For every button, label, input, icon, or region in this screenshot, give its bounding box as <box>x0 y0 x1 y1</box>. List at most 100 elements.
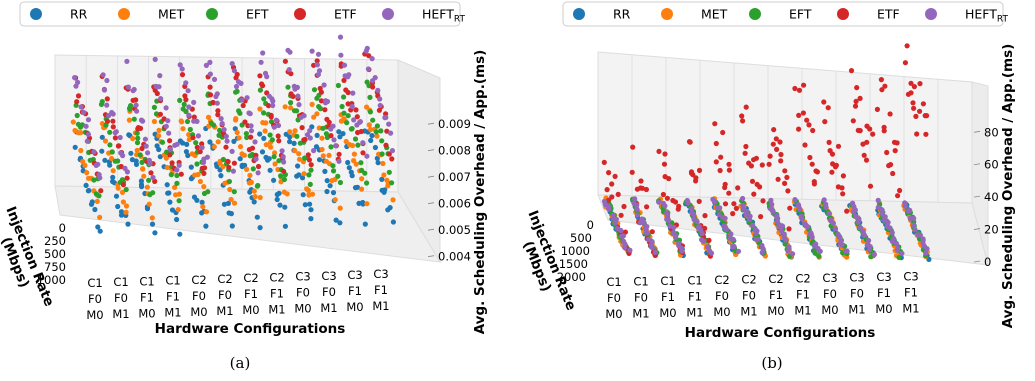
point-a-ETF-11-3 <box>370 84 376 90</box>
point-a-MET-1-7 <box>110 168 116 174</box>
point-b-HEFT_RT-9-6 <box>855 219 861 225</box>
point-a-MET-2-1 <box>126 117 132 123</box>
point-b-HEFT_RT-2-4 <box>665 212 671 218</box>
point-b-ETF-8-1 <box>821 99 827 105</box>
point-a-RR-10-5 <box>346 165 352 171</box>
point-b-ETF-8-3 <box>826 139 832 145</box>
point-b-ETF-8-15 <box>844 208 850 214</box>
point-a-RR-1-2 <box>102 157 108 163</box>
point-a-ETF-0-2 <box>75 93 82 99</box>
point-b-ETF-11-4 <box>908 80 914 86</box>
point-a-HEFT_RT-11-13 <box>389 148 395 154</box>
point-b-HEFT_RT-11-1 <box>902 203 908 209</box>
point-a-ETF-8-0 <box>282 58 288 64</box>
x-tick-label-a-3-0: C1 <box>165 274 180 288</box>
x-tick-label-a-11-0: C3 <box>373 267 388 281</box>
point-a-ETF-6-4 <box>240 102 246 109</box>
point-a-HEFT_RT-9-8 <box>324 98 331 105</box>
point-a-EFT-4-5 <box>187 126 193 133</box>
point-b-ETF-1-9 <box>644 204 650 210</box>
point-a-EFT-10-4 <box>344 120 350 126</box>
point-a-MET-0-6 <box>82 162 88 168</box>
point-a-MET-2-9 <box>141 173 147 179</box>
point-a-HEFT_RT-8-2 <box>286 67 292 73</box>
point-a-RR-4-4 <box>185 152 191 159</box>
point-a-HEFT_RT-1-1 <box>101 87 108 93</box>
point-b-ETF-10-1 <box>878 77 885 83</box>
point-a-MET-1-12 <box>123 203 130 209</box>
point-b-HEFT_RT-10-11 <box>889 238 896 244</box>
point-a-RR-0-10 <box>89 199 95 205</box>
point-b-HEFT_RT-11-7 <box>911 222 917 229</box>
x-tick-label-b-1-0: C1 <box>633 275 648 289</box>
point-b-ETF-7-2 <box>796 112 802 118</box>
point-a-RR-10-13 <box>362 221 368 227</box>
point-b-ETF-0-1 <box>604 187 610 193</box>
point-a-ETF-5-13 <box>231 160 237 166</box>
z-tick-mark-b-3 <box>973 163 981 166</box>
x-tick-label-b-6-1: F1 <box>769 288 783 302</box>
point-a-HEFT_RT-0-11 <box>95 161 101 167</box>
x-tick-label-a-0-1: F0 <box>88 292 102 306</box>
legend-label-b-1: MET <box>701 7 728 22</box>
point-b-ETF-6-9 <box>778 158 784 164</box>
point-a-MET-1-3 <box>102 138 109 144</box>
point-a-RR-11-4 <box>372 144 378 151</box>
point-a-MET-7-2 <box>263 120 269 126</box>
point-a-MET-0-7 <box>84 170 90 176</box>
point-a-ETF-5-2 <box>207 92 214 98</box>
point-a-RR-4-13 <box>203 223 209 229</box>
point-a-EFT-7-0 <box>257 87 263 93</box>
point-a-HEFT_RT-7-9 <box>273 117 279 123</box>
point-a-RR-5-12 <box>228 211 234 217</box>
point-a-EFT-2-13 <box>150 190 156 196</box>
point-a-ETF-1-7 <box>112 135 118 141</box>
point-a-HEFT_RT-6-10 <box>248 128 255 134</box>
x-tick-label-a-0-2: M0 <box>86 308 103 322</box>
legend-marker-a-3 <box>294 8 306 20</box>
point-b-HEFT_RT-5-7 <box>750 222 756 229</box>
point-b-HEFT_RT-7-11 <box>809 234 815 240</box>
point-a-HEFT_RT-7-11 <box>279 148 285 154</box>
point-b-ETF-6-2 <box>770 141 776 147</box>
point-a-HEFT_RT-6-0 <box>229 61 235 67</box>
point-a-ETF-8-10 <box>302 136 308 143</box>
point-b-ETF-3-13 <box>702 225 708 231</box>
point-b-HEFT_RT-3-15 <box>708 250 715 256</box>
point-a-RR-7-10 <box>276 190 282 196</box>
point-a-ETF-10-2 <box>341 77 347 83</box>
point-a-RR-9-1 <box>314 132 320 138</box>
point-a-EFT-4-0 <box>177 97 183 103</box>
point-a-ETF-9-4 <box>318 89 324 95</box>
point-a-MET-6-8 <box>247 172 253 178</box>
point-a-ETF-1-4 <box>104 118 111 124</box>
point-b-ETF-10-9 <box>888 162 894 168</box>
point-b-HEFT_RT-2-2 <box>662 203 668 209</box>
y-tick-label-a-2: 500 <box>44 247 66 261</box>
point-a-HEFT_RT-3-12 <box>174 167 180 173</box>
point-a-HEFT_RT-10-1 <box>338 52 344 58</box>
point-b-ETF-5-1 <box>740 118 746 124</box>
point-a-HEFT_RT-5-10 <box>223 133 229 139</box>
point-a-ETF-10-13 <box>360 150 366 156</box>
point-a-ETF-6-6 <box>242 119 248 125</box>
point-a-RR-9-4 <box>316 157 323 163</box>
point-b-ETF-11-9 <box>914 131 920 137</box>
point-b-HEFT_RT-11-3 <box>905 208 911 214</box>
x-tick-label-b-5-1: F0 <box>742 289 756 303</box>
point-a-EFT-1-6 <box>109 149 115 155</box>
point-b-ETF-8-0 <box>822 119 828 125</box>
point-a-HEFT_RT-3-8 <box>166 130 172 136</box>
point-b-HEFT_RT-6-10 <box>781 231 787 237</box>
point-a-MET-10-7 <box>351 151 357 157</box>
point-a-HEFT_RT-0-6 <box>85 117 92 123</box>
x-tick-label-b-10-0: C3 <box>876 270 891 284</box>
point-a-ETF-3-13 <box>178 171 184 177</box>
point-a-ETF-9-1 <box>314 58 320 64</box>
point-b-ETF-10-7 <box>887 111 893 117</box>
point-a-RR-6-12 <box>254 214 260 220</box>
point-a-HEFT_RT-10-0 <box>337 34 344 40</box>
point-b-HEFT_RT-6-15 <box>790 251 796 257</box>
point-a-MET-1-11 <box>120 199 126 205</box>
point-a-HEFT_RT-0-8 <box>85 131 91 137</box>
